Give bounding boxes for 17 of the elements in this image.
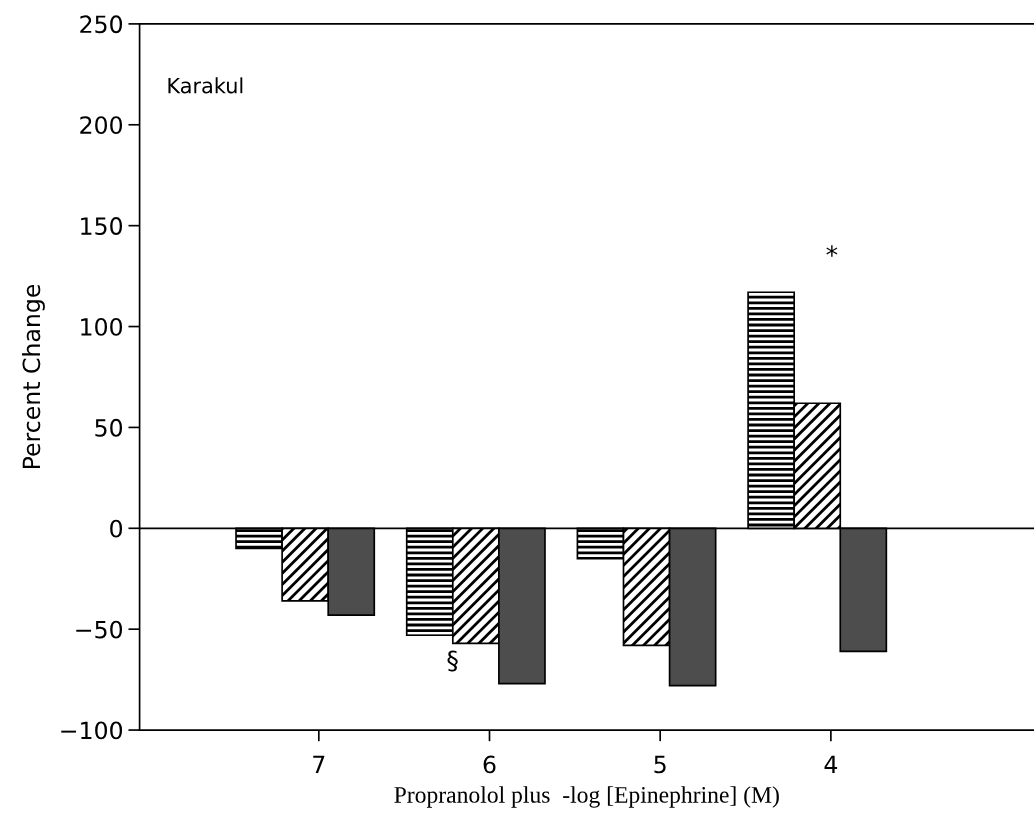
x-tick-label: 4 — [824, 755, 838, 773]
y-tick-label: 0 — [110, 519, 123, 538]
y-tick-label: 100 — [81, 317, 123, 336]
y-tick-label: −100 — [61, 721, 123, 740]
annotation: * — [826, 245, 838, 257]
y-tick-label: 50 — [95, 418, 123, 437]
x-tick-label: 7 — [313, 755, 325, 773]
y-tick-label: 250 — [80, 15, 123, 34]
annotation: Karakul — [168, 77, 243, 94]
x-tick-label: 6 — [483, 755, 496, 774]
y-tick-label: 200 — [80, 116, 123, 135]
x-tick-label: 5 — [654, 755, 666, 774]
y-tick-label: 150 — [81, 217, 123, 235]
y-tick-label: −50 — [76, 620, 123, 639]
y-axis-title: Percent Change — [22, 284, 45, 469]
annotation: § — [447, 650, 458, 672]
x-axis-title: Propranolol plus -log [Epinephrine] (M) — [394, 786, 779, 808]
